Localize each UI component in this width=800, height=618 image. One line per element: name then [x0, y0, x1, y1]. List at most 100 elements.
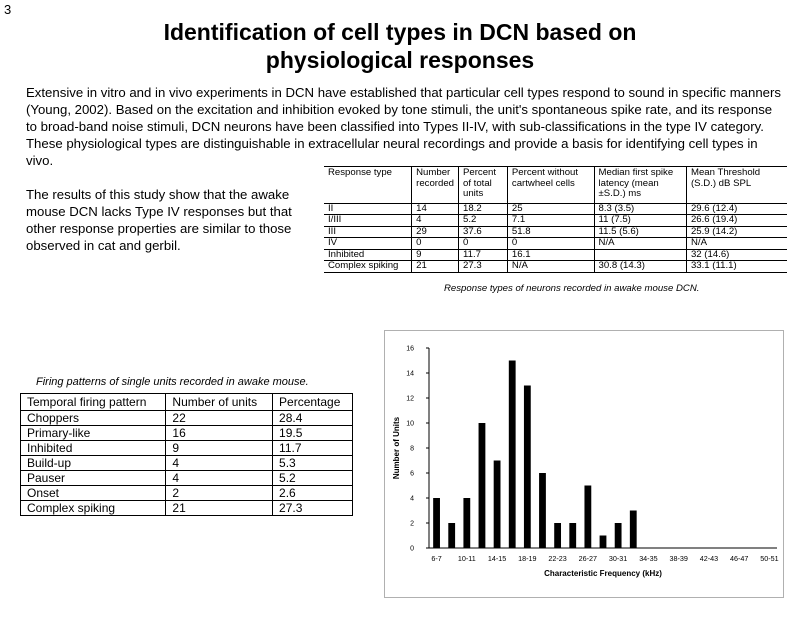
- histogram-bar: [478, 423, 486, 548]
- table-cell: 25.9 (14.2): [685, 226, 787, 238]
- x-axis-label: Characteristic Frequency (kHz): [544, 569, 662, 578]
- table-cell: III: [324, 226, 412, 238]
- histogram-bar: [584, 485, 592, 548]
- cf-histogram-chart: 0 2 4 6 8 10 12 14 16 6-7 10-11 14-15 18-19 22-23 26-…: [384, 330, 784, 598]
- header-cell: Number recorded: [411, 166, 459, 204]
- table-row: II 14 18.2 25 8.3 (3.5) 29.6 (12.4): [324, 203, 787, 215]
- header-cell: Mean Threshold (S.D.) dB SPL: [685, 166, 787, 204]
- table-cell: 8.3 (3.5): [593, 203, 687, 215]
- y-tick-label: 10: [406, 421, 414, 428]
- table-cell: 0: [506, 237, 595, 250]
- table-cell: 5.2: [272, 470, 353, 486]
- table-cell: 37.6: [457, 226, 508, 238]
- firing-table-header-row: Temporal firing pattern Number of units …: [19, 393, 353, 411]
- header-cell: Number of units: [165, 393, 274, 411]
- table-cell: 32 (14.6): [685, 249, 787, 261]
- header-cell: Temporal firing pattern: [19, 393, 167, 411]
- title-line-2: physiological responses: [265, 47, 535, 73]
- table-cell: 4: [165, 455, 274, 471]
- table-cell: 5.3: [272, 455, 353, 471]
- table-cell: Onset: [19, 485, 167, 501]
- table-cell: IV: [324, 237, 412, 250]
- y-tick-label: 16: [406, 346, 414, 353]
- firing-table-caption: Firing patterns of single units recorded…: [36, 376, 309, 388]
- table-cell: 22: [165, 410, 274, 426]
- y-tick-label: 12: [406, 396, 414, 403]
- table-cell: Complex spiking: [324, 260, 412, 273]
- table-cell: 28.4: [272, 410, 353, 426]
- y-axis-ticks: 0 2 4 6 8 10 12 14 16: [406, 346, 429, 553]
- x-tick-label: 34-35: [639, 554, 657, 563]
- table-row: Pauser 4 5.2: [19, 470, 353, 486]
- table-cell: 51.8: [506, 226, 595, 238]
- table-cell: [593, 249, 687, 261]
- table-row: Complex spiking 21 27.3 N/A 30.8 (14.3) …: [324, 260, 787, 273]
- header-cell: Percent without cartwheel cells: [506, 166, 595, 204]
- table-cell: 2: [165, 485, 274, 501]
- table-cell: 21: [165, 500, 274, 516]
- table-cell: 2.6: [272, 485, 353, 501]
- x-tick-label: 6-7: [431, 554, 441, 563]
- table-row: Primary-like 16 19.5: [19, 425, 353, 441]
- table-cell: Build-up: [19, 455, 167, 471]
- x-tick-label: 38-39: [669, 554, 687, 563]
- table-cell: 33.1 (11.1): [685, 260, 787, 273]
- table-cell: N/A: [506, 260, 595, 273]
- firing-patterns-table: Temporal firing pattern Number of units …: [19, 393, 353, 516]
- table-cell: 16.1: [506, 249, 595, 261]
- table-row: Build-up 4 5.3: [19, 455, 353, 471]
- table-cell: 19.5: [272, 425, 353, 441]
- table-cell: N/A: [593, 237, 687, 250]
- histogram-bar: [569, 523, 577, 548]
- y-tick-label: 14: [406, 371, 414, 378]
- table-cell: 4: [411, 214, 459, 227]
- table-cell: Primary-like: [19, 425, 167, 441]
- table-cell: 27.3: [457, 260, 508, 273]
- table-cell: 4: [165, 470, 274, 486]
- y-axis-label: Number of Units: [392, 416, 401, 479]
- table-cell: Inhibited: [324, 249, 412, 261]
- header-cell: Percentage: [272, 393, 353, 411]
- table-cell: 25: [506, 203, 595, 215]
- histogram-bar: [508, 360, 516, 548]
- title-line-1: Identification of cell types in DCN base…: [163, 19, 637, 45]
- table-row: Inhibited 9 11.7 16.1 32 (14.6): [324, 249, 787, 261]
- page-number: 3: [4, 2, 12, 17]
- intro-paragraph: Extensive in vitro and in vivo experimen…: [26, 85, 781, 168]
- response-table-caption: Response types of neurons recorded in aw…: [444, 283, 700, 294]
- histogram-bar: [493, 460, 501, 548]
- header-cell: Percent of total units: [457, 166, 508, 204]
- table-row: Inhibited 9 11.7: [19, 440, 353, 456]
- y-tick-label: 0: [410, 546, 414, 553]
- x-tick-label: 42-43: [700, 554, 718, 563]
- table-cell: 27.3: [272, 500, 353, 516]
- histogram-bar: [448, 523, 456, 548]
- x-tick-label: 50-51: [760, 554, 778, 563]
- x-tick-label: 26-27: [579, 554, 597, 563]
- histogram-bar: [599, 535, 607, 548]
- table-cell: Inhibited: [19, 440, 167, 456]
- cf-histogram-svg: 0 2 4 6 8 10 12 14 16 6-7 10-11 14-15 18-19 22-23 26-…: [392, 346, 779, 579]
- table-row: III 29 37.6 51.8 11.5 (5.6) 25.9 (14.2): [324, 226, 787, 238]
- table-cell: 9: [411, 249, 459, 261]
- table-cell: 18.2: [457, 203, 508, 215]
- table-cell: 0: [457, 237, 508, 250]
- table-cell: 0: [411, 237, 459, 250]
- table-cell: 11.7: [272, 440, 353, 456]
- table-cell: 11 (7.5): [593, 214, 687, 227]
- table-cell: 21: [411, 260, 459, 273]
- table-cell: I/III: [324, 214, 412, 227]
- histogram-bar: [554, 523, 562, 548]
- header-cell: Median first spike latency (mean ±S.D.) …: [593, 166, 687, 204]
- table-cell: 11.7: [457, 249, 508, 261]
- x-tick-label: 30-31: [609, 554, 627, 563]
- histogram-bars: [433, 360, 637, 548]
- x-tick-label: 46-47: [730, 554, 748, 563]
- table-cell: 29: [411, 226, 459, 238]
- table-cell: 16: [165, 425, 274, 441]
- table-cell: N/A: [685, 237, 787, 250]
- table-row: Choppers 22 28.4: [19, 410, 353, 426]
- table-row: Onset 2 2.6: [19, 485, 353, 501]
- histogram-bar: [629, 510, 637, 548]
- table-cell: Choppers: [19, 410, 167, 426]
